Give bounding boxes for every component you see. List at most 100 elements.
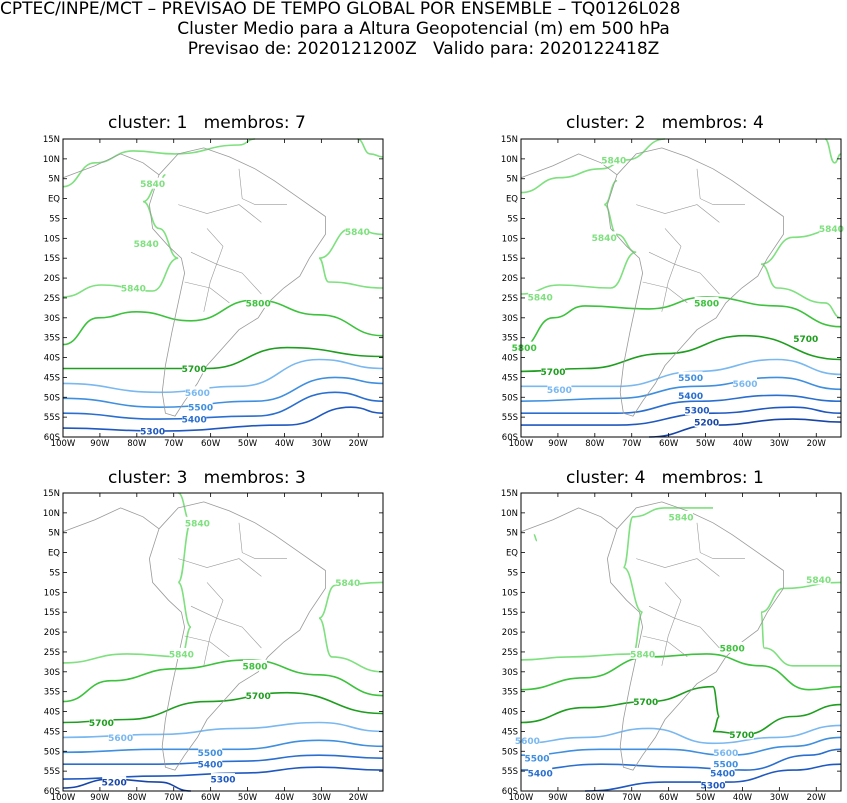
lat-tick-label: 30S — [44, 668, 60, 678]
lat-tick-label: 10N — [43, 509, 60, 519]
contour-label: 5840 — [528, 293, 553, 303]
contour-label: 5200 — [102, 779, 127, 789]
lat-tick-label: 10N — [43, 155, 60, 165]
contour-label: 5840 — [185, 519, 210, 529]
lon-tick-label: 70W — [622, 793, 642, 803]
contour-label-bg — [515, 734, 540, 746]
country-border — [661, 582, 682, 666]
contour-label-bg — [246, 296, 271, 308]
lon-tick-label: 70W — [164, 439, 184, 449]
lat-tick-label: 20S — [502, 628, 518, 638]
contour-label: 5700 — [182, 365, 207, 375]
central-america-coastline — [520, 507, 618, 533]
contour-label-bg — [512, 341, 537, 353]
header-line-1: CPTEC/INPE/MCT – PREVISAO DE TEMPO GLOBA… — [0, 0, 681, 19]
lon-tick-label: 50W — [696, 439, 716, 449]
lon-tick-label: 90W — [90, 793, 110, 803]
lat-tick-label: 10S — [44, 588, 60, 598]
lat-tick-label: 35S — [502, 688, 518, 698]
lon-tick-label: 90W — [90, 439, 110, 449]
contour-5840-line — [520, 179, 637, 295]
contour-label: 5700 — [540, 368, 565, 378]
panel-2-title: cluster: 2 membros: 4 — [566, 113, 764, 133]
contour-label-bg — [182, 362, 207, 374]
contour-label-bg — [793, 332, 818, 344]
lon-tick-label: 80W — [127, 793, 147, 803]
central-america-coastline — [62, 153, 160, 179]
contour-5840-line — [62, 138, 256, 188]
contour-label: 5500 — [524, 755, 549, 765]
header-line-3: Previsao de: 2020121200Z Valido para: 20… — [187, 39, 660, 59]
contour-5800-line — [520, 653, 842, 691]
lon-tick-label: 90W — [548, 793, 568, 803]
contour-label: 5700 — [793, 335, 818, 345]
contour-5840-line — [318, 581, 384, 673]
contour-label-bg — [246, 689, 271, 701]
contour-5840-line — [533, 533, 538, 542]
south-america-coastline — [606, 147, 784, 417]
country-border — [636, 204, 720, 223]
lat-tick-label: 5N — [48, 529, 60, 539]
lat-tick-label: 45S — [44, 727, 60, 737]
country-border — [648, 251, 720, 295]
south-america-coastline — [148, 501, 326, 771]
contour-label-bg — [335, 576, 360, 588]
contour-label-bg — [678, 371, 703, 383]
contour-label: 5500 — [678, 374, 703, 384]
contour-label-bg — [108, 731, 133, 743]
lon-tick-label: 30W — [312, 439, 332, 449]
map-panel-1: 5840 5840 5840 5840 5800 5700 5600 5500 5400 5300… — [43, 135, 384, 449]
lon-tick-label: 30W — [770, 793, 790, 803]
contour-label: 5200 — [694, 419, 719, 429]
contour-label: 5600 — [515, 737, 540, 747]
contour-label-bg — [669, 510, 693, 522]
lat-tick-label: 5S — [507, 568, 518, 578]
lat-tick-label: 35S — [44, 688, 60, 698]
contour-label-bg — [528, 767, 553, 779]
contour-label-bg — [720, 641, 745, 653]
contour-5400-line — [62, 754, 384, 766]
contour-label-bg — [134, 237, 159, 249]
lat-tick-label: 45S — [502, 727, 518, 737]
header-line-2: Cluster Medio para a Altura Geopotencial… — [177, 19, 670, 39]
contour-label: 5400 — [678, 392, 703, 402]
contour-label: 5500 — [198, 749, 223, 759]
lon-tick-label: 60W — [201, 439, 221, 449]
lat-tick-label: EQ — [506, 195, 518, 205]
contour-5840-line — [520, 138, 666, 194]
lon-tick-label: 20W — [349, 793, 369, 803]
lat-tick-label: 45S — [44, 373, 60, 383]
lat-tick-label: 20S — [502, 274, 518, 284]
map-panel-2: 5840 5840 5840 5840 5800 5800 5700 5700 5600 5600… — [501, 135, 844, 449]
country-border — [661, 228, 682, 312]
lat-tick-label: 10S — [502, 588, 518, 598]
contour-label-bg — [182, 413, 207, 425]
contour-5400-line — [62, 391, 384, 420]
lon-tick-label: 40W — [733, 793, 753, 803]
contour-label-bg — [694, 296, 719, 308]
lat-tick-label: 55S — [502, 413, 518, 423]
contour-label: 5300 — [140, 428, 165, 438]
lon-tick-label: 80W — [127, 439, 147, 449]
contour-label-bg — [121, 282, 146, 293]
lat-tick-label: 60S — [44, 433, 60, 443]
contour-5300-line — [62, 406, 384, 432]
lat-tick-label: 20S — [44, 274, 60, 284]
lon-tick-label: 80W — [585, 439, 605, 449]
contour-label: 5840 — [335, 579, 360, 589]
panel-1-title: cluster: 1 membros: 7 — [108, 113, 306, 133]
lat-tick-label: 25S — [44, 648, 60, 658]
lat-tick-label: 15N — [501, 489, 518, 499]
lon-tick-label: 20W — [349, 439, 369, 449]
lat-tick-label: 50S — [44, 393, 60, 403]
lon-tick-label: 40W — [275, 439, 295, 449]
contour-label-bg — [685, 404, 709, 416]
lat-tick-label: 15N — [43, 135, 60, 145]
contour-label: 5800 — [694, 299, 719, 309]
lon-tick-label: 100W — [51, 439, 76, 449]
lat-tick-label: 60S — [502, 433, 518, 443]
panel-3-title: cluster: 3 membros: 3 — [108, 468, 306, 488]
lon-tick-label: 80W — [585, 793, 605, 803]
contour-label-bg — [678, 389, 703, 401]
country-border — [238, 522, 287, 559]
